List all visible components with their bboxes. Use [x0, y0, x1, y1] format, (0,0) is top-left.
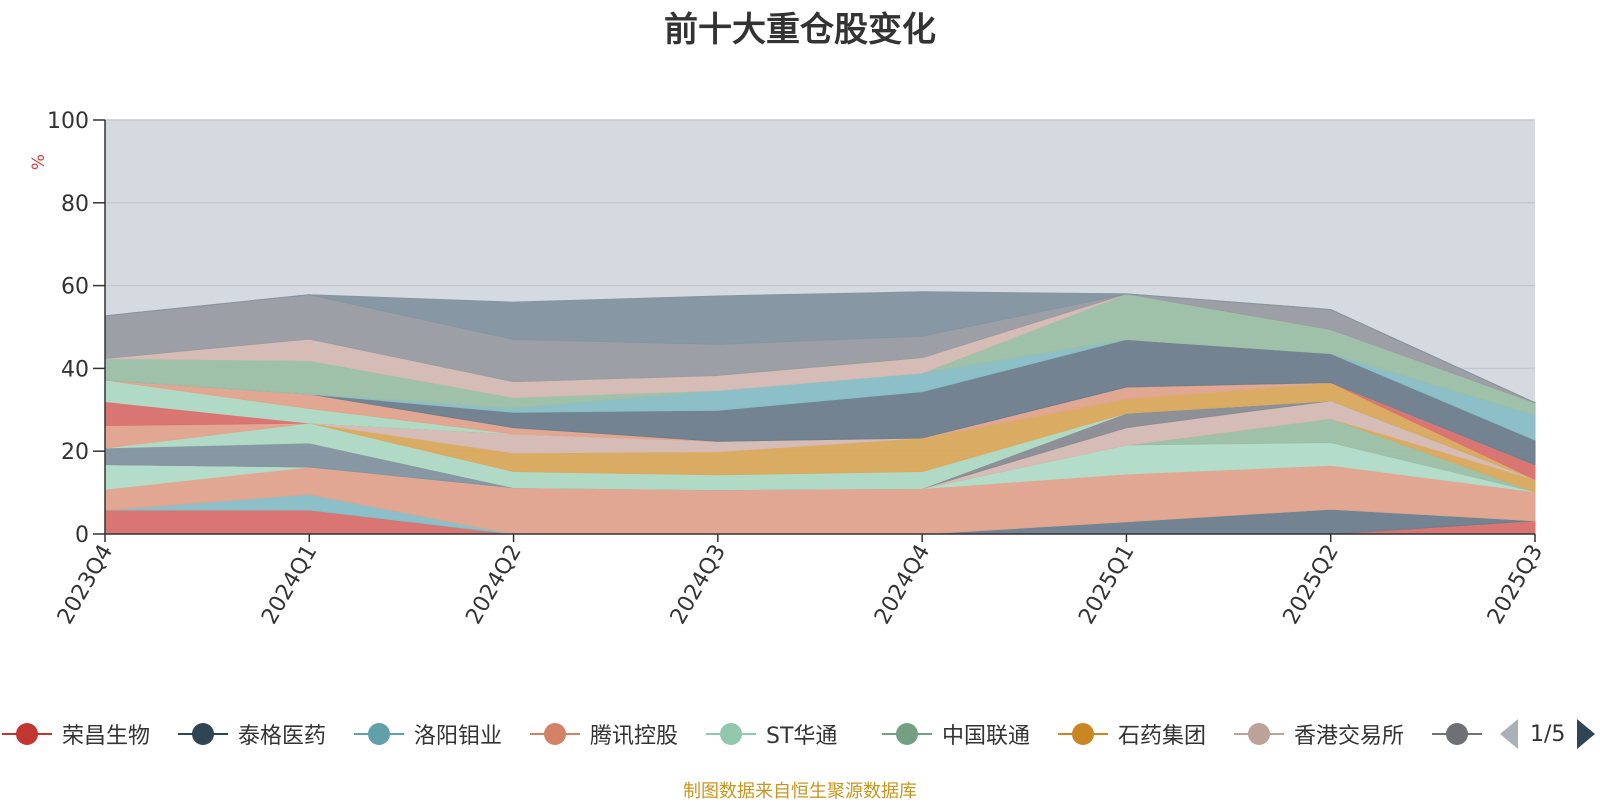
x-tick-label: 2025Q1 — [1074, 541, 1139, 629]
legend-item[interactable]: 泰格医药 — [178, 716, 326, 752]
legend-marker-icon — [2, 722, 52, 746]
chart-title: 前十大重仓股变化 — [664, 10, 936, 50]
legend-marker-icon — [530, 722, 580, 746]
chart-area: 0 20 40 60 80 100 2023Q4 2024Q1 2024Q2 2024Q3 2024… — [29, 109, 1548, 629]
y-tick-label: 80 — [61, 192, 89, 217]
legend-marker-icon — [178, 722, 228, 746]
legend-label: 荣昌生物 — [62, 724, 151, 749]
legend-item[interactable] — [1432, 716, 1492, 752]
legend-marker-icon — [354, 722, 404, 746]
y-tick-label: 40 — [61, 357, 89, 382]
legend-marker-icon — [1058, 722, 1108, 746]
y-tick-label: 60 — [61, 275, 89, 300]
x-tick-label: 2025Q3 — [1483, 541, 1548, 629]
legend-prev-page-icon[interactable] — [1500, 719, 1518, 749]
legend-item[interactable]: ST华通 — [706, 716, 837, 752]
y-axis-label: % — [29, 154, 49, 170]
data-source-note: 制图数据来自恒生聚源数据库 — [683, 781, 917, 802]
x-tick-label: 2024Q2 — [461, 541, 526, 629]
legend-item[interactable]: 洛阳钼业 — [354, 716, 502, 752]
legend-marker-icon — [882, 722, 932, 746]
legend-item[interactable]: 石药集团 — [1058, 716, 1206, 752]
legend: 荣昌生物 泰格医药 洛阳钼业 腾讯控股 ST华通 中国联通 石药集团 香港交易所 — [0, 716, 1600, 752]
legend-pager: 1/5 — [1500, 716, 1596, 752]
legend-label: 腾讯控股 — [590, 724, 679, 749]
legend-marker-icon — [1234, 722, 1284, 746]
legend-label: 洛阳钼业 — [414, 724, 503, 749]
legend-item[interactable]: 腾讯控股 — [530, 716, 678, 752]
x-tick-label: 2024Q4 — [870, 541, 935, 629]
x-tick-label: 2024Q3 — [666, 541, 731, 629]
y-tick-label: 20 — [61, 440, 89, 465]
legend-item[interactable]: 香港交易所 — [1234, 716, 1404, 752]
y-tick-label: 0 — [75, 523, 89, 548]
legend-label: 石药集团 — [1118, 724, 1207, 749]
legend-marker-icon — [1432, 722, 1482, 746]
legend-marker-icon — [706, 722, 756, 746]
area-series[interactable] — [104, 291, 1536, 404]
x-tick-label: 2023Q4 — [53, 541, 118, 629]
legend-item[interactable]: 中国联通 — [882, 716, 1030, 752]
legend-label: ST华通 — [766, 724, 838, 749]
legend-page-indicator: 1/5 — [1530, 721, 1566, 747]
y-tick-label: 100 — [47, 109, 89, 134]
legend-item[interactable]: 荣昌生物 — [2, 716, 150, 752]
legend-label: 泰格医药 — [238, 724, 327, 749]
legend-label: 中国联通 — [942, 724, 1031, 749]
x-tick-label: 2025Q2 — [1279, 541, 1344, 629]
legend-next-page-icon[interactable] — [1577, 719, 1596, 749]
legend-label: 香港交易所 — [1294, 724, 1405, 749]
x-tick-label: 2024Q1 — [257, 541, 322, 629]
